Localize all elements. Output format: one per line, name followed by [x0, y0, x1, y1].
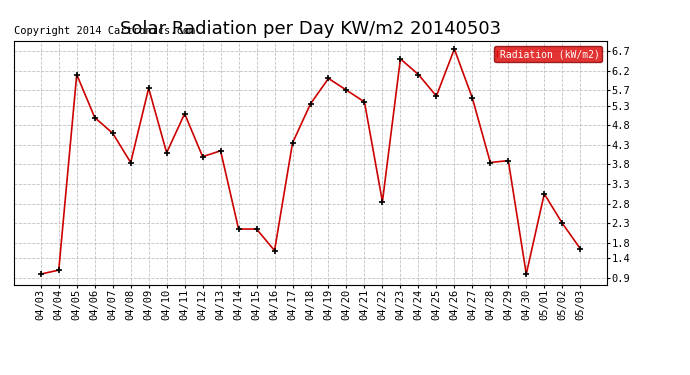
Legend: Radiation (kW/m2): Radiation (kW/m2)	[494, 46, 602, 62]
Title: Solar Radiation per Day KW/m2 20140503: Solar Radiation per Day KW/m2 20140503	[120, 20, 501, 38]
Text: Copyright 2014 Cartronics.com: Copyright 2014 Cartronics.com	[14, 26, 195, 36]
